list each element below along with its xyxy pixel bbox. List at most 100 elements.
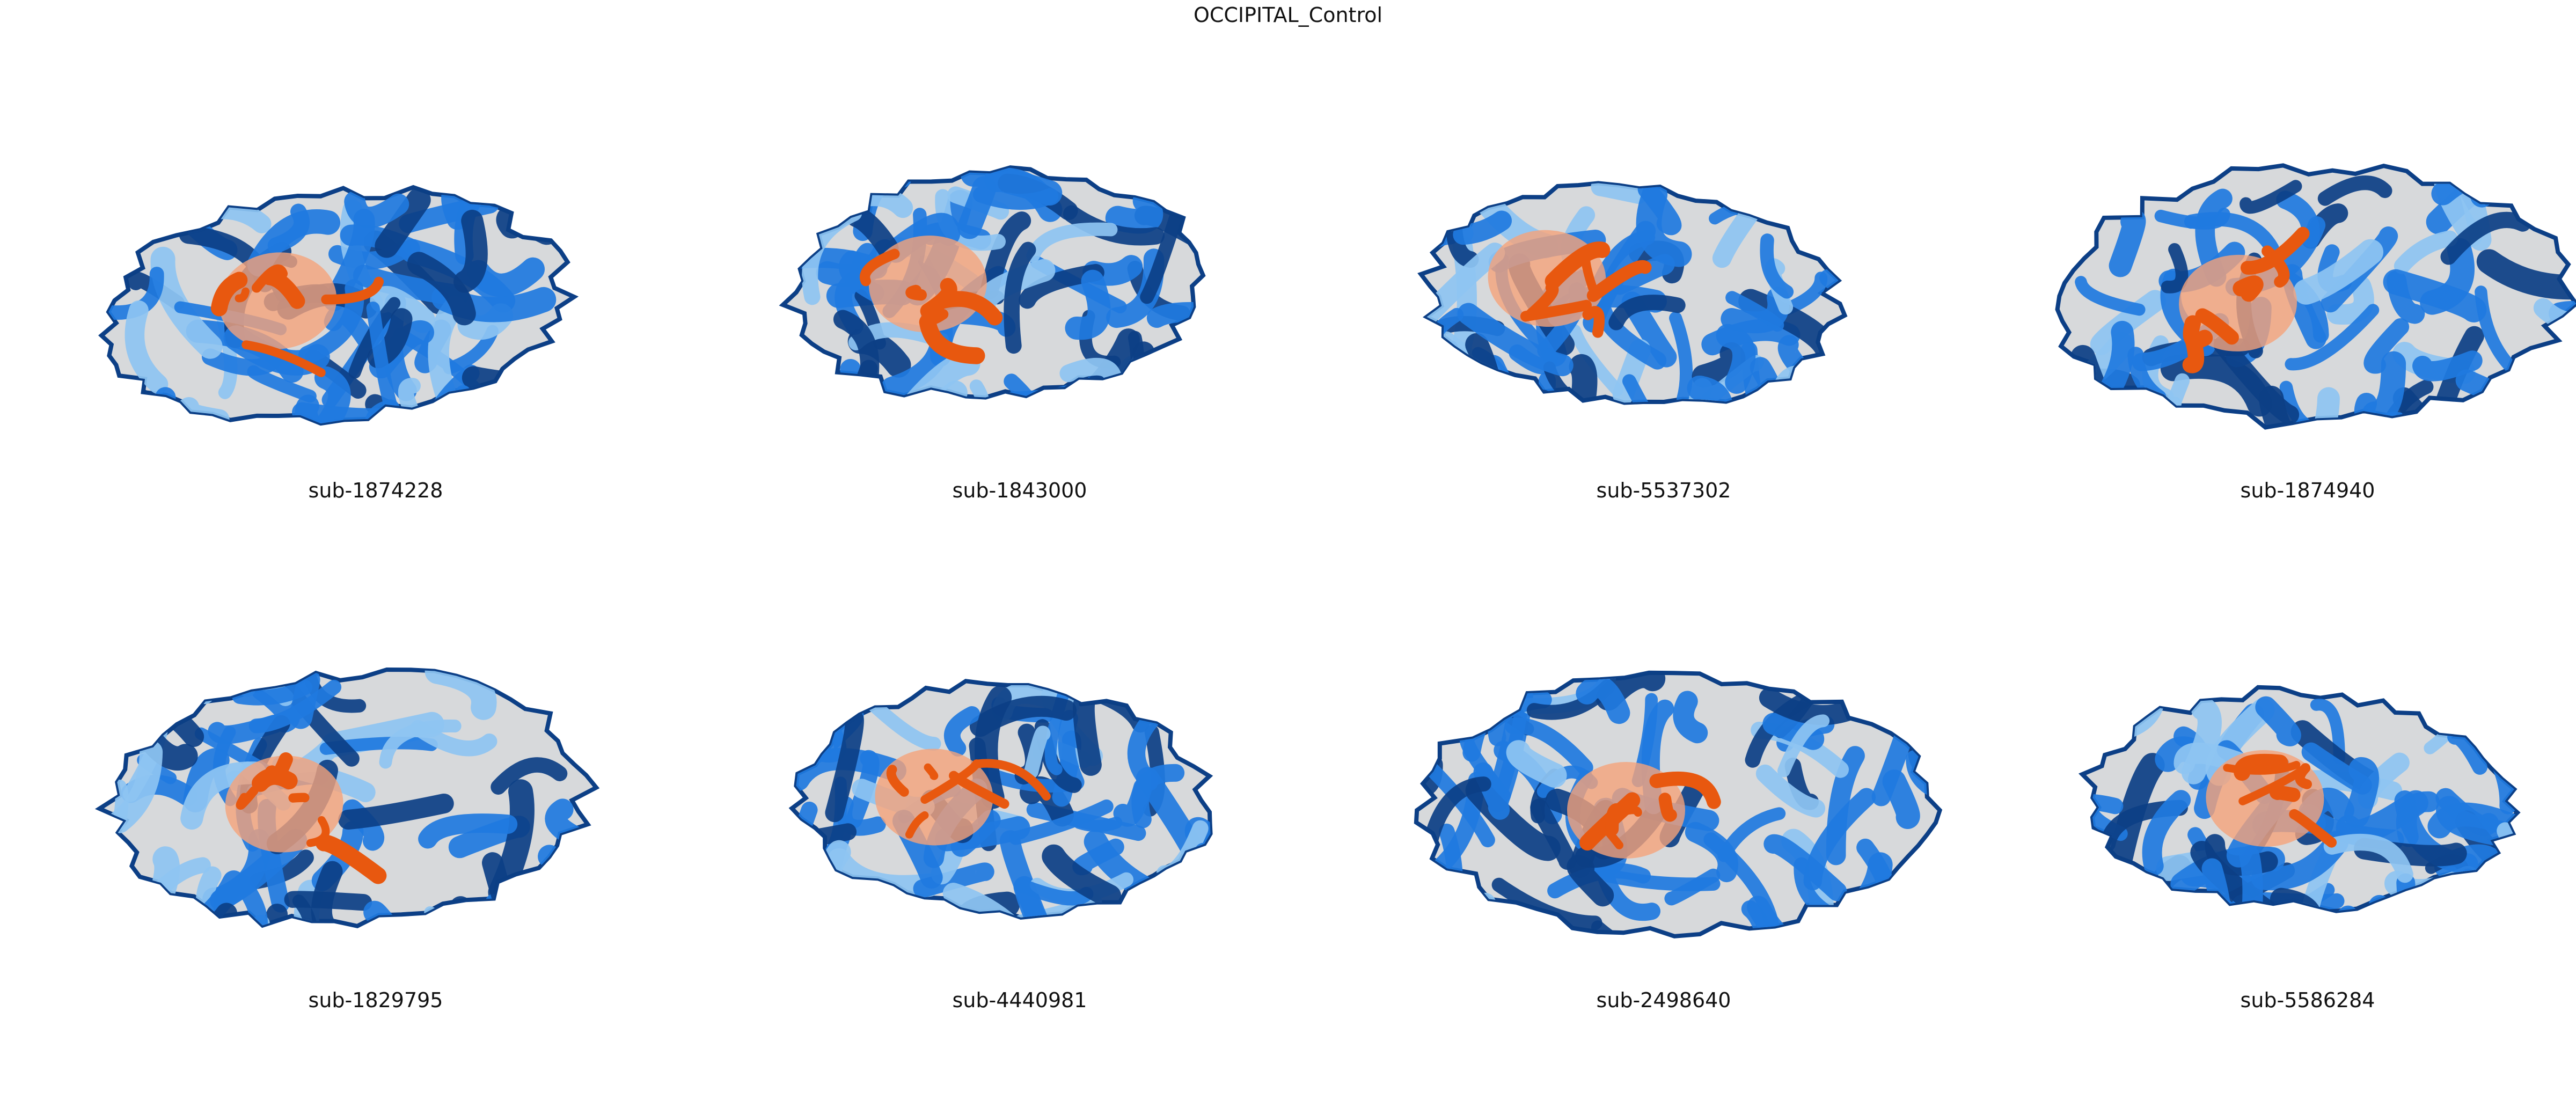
gyrus-stroke bbox=[1447, 377, 1492, 419]
gyrus-stroke bbox=[2364, 412, 2411, 435]
subject-label: sub-1843000 bbox=[952, 479, 1087, 502]
gyrus-stroke bbox=[1622, 374, 1680, 419]
gyrus-stroke bbox=[1576, 675, 1630, 724]
gyrus-stroke bbox=[2497, 822, 2522, 879]
gyrus-stroke bbox=[2286, 387, 2340, 435]
gyrus-stroke bbox=[462, 366, 568, 401]
gyrus-stroke bbox=[541, 669, 582, 742]
gyrus-stroke bbox=[2494, 408, 2515, 435]
gyrus-stroke bbox=[2142, 790, 2191, 876]
gyrus-stroke bbox=[2317, 175, 2392, 206]
gyrus-stroke bbox=[2237, 905, 2359, 918]
gyrus-stroke bbox=[491, 757, 568, 795]
gyrus-stroke bbox=[1004, 241, 1036, 354]
highlight-stroke bbox=[2234, 753, 2288, 781]
gyrus-stroke bbox=[1193, 727, 1216, 782]
gyrus-stroke bbox=[1413, 381, 1475, 419]
highlight-stroke bbox=[924, 763, 939, 780]
brain-panel-2: sub-1843000 bbox=[698, 75, 1342, 590]
highlight-stroke bbox=[920, 277, 957, 319]
gyrus-stroke bbox=[2457, 868, 2482, 918]
gyrus-stroke bbox=[1802, 361, 1840, 412]
highlight-stroke bbox=[252, 767, 298, 792]
gyrus-stroke bbox=[1457, 303, 1574, 377]
gyrus-stroke bbox=[1673, 691, 1708, 744]
gyrus-stroke bbox=[1777, 714, 1830, 778]
gyrus-stroke bbox=[1127, 705, 1165, 791]
gyrus-stroke bbox=[960, 161, 1063, 206]
gyrus-stroke bbox=[1510, 390, 1554, 419]
gyrus-stroke bbox=[91, 760, 118, 797]
highlight-stroke bbox=[905, 284, 927, 301]
highlight-stroke bbox=[241, 340, 326, 377]
gyrus-stroke bbox=[1073, 694, 1102, 776]
gyrus-stroke bbox=[1082, 384, 1143, 413]
highlight-stroke bbox=[1649, 771, 1721, 809]
gyrus-stroke bbox=[1763, 834, 1847, 901]
gyrus-stroke bbox=[1083, 390, 1128, 413]
gyrus-stroke bbox=[375, 188, 431, 258]
gyrus-stroke bbox=[1560, 354, 1598, 419]
highlight-stroke bbox=[2270, 785, 2301, 802]
gyrus-stroke bbox=[407, 252, 476, 326]
gyrus-stroke bbox=[1760, 233, 1794, 299]
gyrus-stroke bbox=[2285, 304, 2380, 371]
gyrus-stroke bbox=[1423, 776, 1491, 850]
gyrus-stroke bbox=[2310, 699, 2345, 765]
gyrus-stroke bbox=[424, 906, 540, 936]
highlight-stroke bbox=[210, 272, 248, 317]
gyrus-stroke bbox=[248, 679, 342, 734]
gyrus-stroke bbox=[1019, 263, 1104, 309]
highlight-stroke bbox=[2238, 764, 2309, 805]
gyrus-stroke bbox=[1416, 753, 1495, 848]
gyrus-stroke bbox=[2213, 335, 2300, 425]
gyrus-stroke bbox=[1569, 324, 1624, 397]
gyrus-stroke bbox=[2392, 901, 2448, 918]
subject-label: sub-1874228 bbox=[308, 479, 443, 502]
gyrus-stroke bbox=[1530, 798, 1577, 870]
brain-surface-render bbox=[2052, 155, 2576, 435]
gyrus-stroke bbox=[974, 387, 1070, 413]
gyrus-stroke bbox=[1455, 892, 1496, 936]
gyrus-stroke bbox=[2344, 757, 2379, 828]
highlight-stroke bbox=[321, 276, 384, 305]
gyrus-stroke bbox=[2394, 230, 2458, 274]
gyrus-stroke bbox=[774, 208, 809, 268]
gyrus-stroke bbox=[2392, 387, 2449, 435]
gyrus-stroke bbox=[2412, 350, 2483, 382]
gyrus-stroke bbox=[2167, 397, 2211, 435]
gyrus-stroke bbox=[1716, 324, 1756, 394]
gyrus-stroke bbox=[1908, 740, 1940, 782]
gyrus-stroke bbox=[210, 829, 270, 911]
gyrus-stroke bbox=[1132, 901, 1211, 924]
gyrus-stroke bbox=[2075, 276, 2146, 316]
gyrus-stroke bbox=[1072, 838, 1124, 876]
brain-surface-render bbox=[788, 679, 1216, 924]
gyrus-stroke bbox=[1567, 855, 1614, 907]
gyrus-stroke bbox=[122, 891, 175, 916]
gyrus-stroke bbox=[2363, 318, 2410, 374]
gyrus-stroke bbox=[154, 676, 215, 705]
gyrus-stroke bbox=[247, 365, 317, 403]
gyrus-stroke bbox=[1769, 917, 1872, 936]
gyrus-stroke bbox=[2383, 269, 2487, 322]
gyrus-stroke bbox=[2560, 387, 2576, 425]
gyrus-stroke bbox=[2366, 904, 2410, 918]
gyrus-stroke bbox=[1042, 844, 1122, 908]
gyrus-stroke bbox=[2206, 898, 2244, 918]
gyrus-stroke bbox=[2447, 729, 2488, 775]
gyrus-stroke bbox=[999, 830, 1051, 924]
gyrus-stroke bbox=[1187, 848, 1216, 915]
gyrus-stroke bbox=[2326, 276, 2374, 325]
gyrus-stroke bbox=[143, 903, 238, 944]
gyrus-stroke bbox=[151, 387, 194, 446]
gyrus-stroke bbox=[1146, 302, 1211, 328]
highlight-stroke bbox=[261, 269, 305, 309]
gyrus-stroke bbox=[125, 300, 169, 394]
gyrus-stroke bbox=[1413, 383, 1468, 419]
subject-label: sub-5586284 bbox=[2240, 988, 2375, 1012]
gyrus-stroke bbox=[1065, 269, 1111, 340]
gyrus-stroke bbox=[1557, 398, 1618, 419]
gyrus-stroke bbox=[950, 810, 1001, 857]
region-glow bbox=[869, 236, 987, 333]
